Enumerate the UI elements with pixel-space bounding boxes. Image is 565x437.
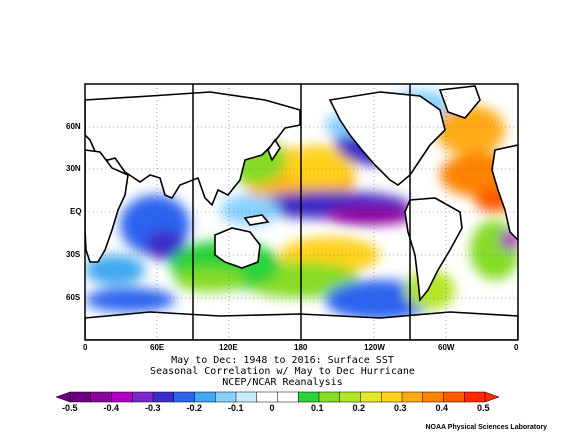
colorbar-swatch [90,391,113,403]
colorbar-swatch [277,391,299,403]
colorbar-arrow-left [55,391,71,403]
colorbar-swatch [360,391,382,403]
colorbar-swatch [298,391,320,403]
colorbar-tick-label: 0 [269,403,275,413]
lat-label: 60N [66,122,81,131]
colorbar-swatch [256,391,279,403]
colorbar-swatch [443,391,465,403]
lon-label: 60E [150,343,165,352]
colorbar [55,391,500,403]
caption-line1: May to Dec: 1948 to 2016: Surface SST [171,355,394,366]
lat-label: EQ [70,207,82,216]
colorbar-tick-label: 0.5 [477,403,490,413]
colorbar-swatch [422,391,445,403]
lon-label: 120E [219,343,238,352]
colorbar-swatch [401,391,424,403]
colorbar-tick-label: -0.4 [103,403,120,413]
colorbar-tick-label: 0.3 [394,403,407,413]
colorbar-swatch [132,391,154,403]
credit-text: NOAA Physical Sciences Laboratory [425,424,547,431]
colorbar-swatch [215,391,237,403]
colorbar-tick-label: -0.5 [62,403,78,413]
colorbar-swatch [318,391,341,403]
colorbar-tick-label: 0.4 [435,403,449,413]
colorbar-swatch [152,391,175,403]
colorbar-tick-label: -0.2 [186,403,203,413]
lon-label: 180 [294,343,308,352]
sst-field [85,84,518,340]
lat-label: 30N [66,164,81,173]
lon-label: 0 [514,343,519,352]
caption-line3: NCEP/NCAR Reanalysis [222,377,343,388]
colorbar-arrow-right [484,391,500,403]
colorbar-tick-label: 0.2 [352,403,366,413]
colorbar-swatch [339,391,362,403]
colorbar-swatch [381,391,403,403]
colorbar-swatch [173,391,196,403]
lat-label: 30S [66,250,81,259]
colorbar-swatch [111,391,133,403]
colorbar-swatch [464,391,486,403]
lon-label: 0 [83,343,88,352]
lon-label: 60W [438,343,455,352]
colorbar-swatch [235,391,258,403]
lon-label: 120W [364,343,385,352]
colorbar-swatch [69,391,92,403]
caption-line2: Seasonal Correlation w/ May to Dec Hurri… [150,366,415,377]
colorbar-tick-label: -0.1 [228,403,244,413]
colorbar-tick-label: 0.1 [311,403,324,413]
colorbar-tick-label: -0.3 [145,403,161,413]
colorbar-swatch [194,391,216,403]
lat-label: 60S [66,293,81,302]
